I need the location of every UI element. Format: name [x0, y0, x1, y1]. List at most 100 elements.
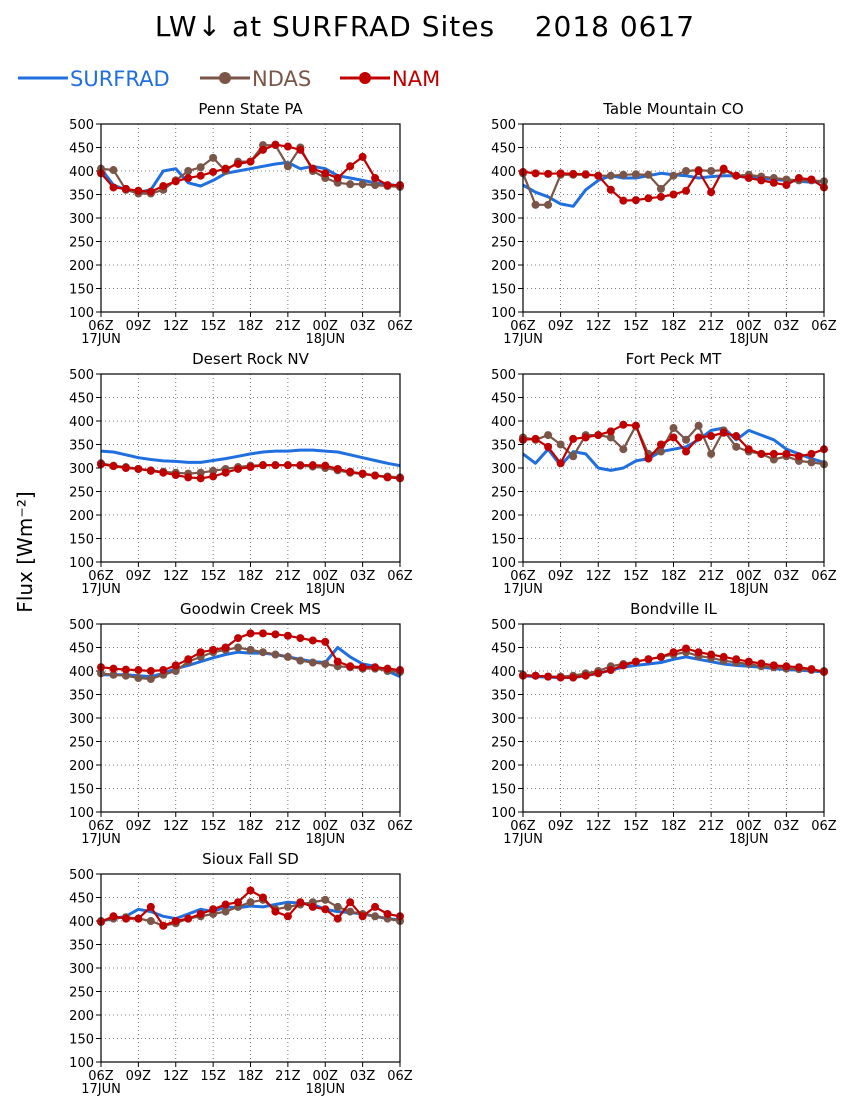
- data-point-nam: [581, 671, 590, 680]
- x-tick-label: 21Z: [698, 569, 724, 584]
- y-tick-label: 350: [491, 189, 516, 204]
- data-point-nam: [732, 655, 741, 664]
- y-tick-label: 450: [491, 392, 516, 407]
- x-tick-label: 12Z: [163, 319, 189, 334]
- data-point-nam: [794, 663, 803, 672]
- data-point-nam: [196, 648, 205, 657]
- y-tick-label: 350: [69, 439, 94, 454]
- y-tick-label: 100: [69, 306, 94, 321]
- data-point-nam: [171, 661, 180, 670]
- x-date-label: 17JUN: [81, 582, 121, 597]
- x-date-label: 18JUN: [729, 832, 769, 847]
- data-point-nam: [807, 449, 816, 458]
- y-tick-label: 450: [491, 642, 516, 657]
- legend-label-ndas: NDAS: [252, 67, 312, 91]
- x-tick-label: 12Z: [586, 319, 612, 334]
- data-point-nam: [221, 900, 230, 909]
- y-tick-label: 400: [69, 665, 94, 680]
- data-point-nam: [544, 672, 553, 681]
- data-point-nam: [271, 907, 280, 916]
- y-tick-label: 500: [491, 118, 516, 133]
- data-point-nam: [258, 893, 267, 902]
- data-point-nam: [594, 669, 603, 678]
- data-point-nam: [358, 469, 367, 478]
- chart-panel-fort-peck-mt: Fort Peck MT 100 150 200 250 300 350 400 450 500 0…: [491, 350, 837, 597]
- data-point-ndas: [669, 424, 678, 433]
- data-point-nam: [619, 420, 628, 429]
- data-point-nam: [246, 886, 255, 895]
- y-tick-label: 100: [491, 806, 516, 821]
- series-line-surfrad: [99, 161, 401, 194]
- x-tick-label: 03Z: [774, 819, 800, 834]
- series-nam: [519, 164, 828, 205]
- data-point-nam: [271, 461, 280, 470]
- data-point-nam: [346, 467, 355, 476]
- data-point-nam: [333, 657, 342, 666]
- data-point-nam: [109, 183, 118, 192]
- legend-item-nam: NAM: [340, 64, 470, 96]
- series-surfrad: [99, 161, 401, 194]
- data-point-nam: [246, 157, 255, 166]
- y-tick-label: 350: [69, 689, 94, 704]
- x-tick-label: 00Z: [313, 819, 339, 834]
- x-tick-label: 00Z: [736, 319, 762, 334]
- x-tick-label: 09Z: [548, 819, 574, 834]
- data-point-nam: [656, 440, 665, 449]
- y-tick-label: 500: [69, 118, 94, 133]
- series-line-surfrad: [100, 448, 401, 468]
- x-date-label: 18JUN: [305, 582, 345, 597]
- x-tick-label: 06Z: [387, 1069, 413, 1084]
- data-point-nam: [644, 194, 653, 203]
- data-point-nam: [271, 630, 280, 639]
- data-point-ndas: [346, 907, 355, 916]
- data-point-ndas: [109, 670, 118, 679]
- x-tick-label: 06Z: [510, 819, 536, 834]
- data-point-nam: [569, 673, 578, 682]
- series-nam: [97, 140, 404, 196]
- y-tick-label: 500: [69, 368, 94, 383]
- x-tick-label: 06Z: [510, 569, 536, 584]
- data-point-nam: [358, 152, 367, 161]
- x-tick-label: 06Z: [387, 319, 413, 334]
- chart-panel-table-mountain-co: Table Mountain CO 100 150 200 250 300 350 400 45…: [491, 100, 837, 347]
- y-tick-label: 150: [491, 283, 516, 298]
- data-point-ndas: [606, 171, 615, 180]
- data-point-ndas: [531, 200, 540, 209]
- data-point-nam: [682, 186, 691, 195]
- data-point-ndas: [196, 163, 205, 172]
- data-point-ndas: [782, 175, 791, 184]
- data-point-ndas: [184, 167, 193, 175]
- x-tick-label: 15Z: [623, 319, 649, 334]
- data-point-ndas: [321, 895, 330, 904]
- data-point-nam: [146, 187, 155, 196]
- data-point-ndas: [221, 907, 230, 916]
- y-tick-label: 200: [69, 259, 94, 274]
- x-tick-label: 06Z: [88, 319, 114, 334]
- y-tick-label: 200: [491, 509, 516, 524]
- data-point-nam: [121, 914, 130, 923]
- legend-line-marker-icon: [200, 72, 250, 84]
- data-point-nam: [769, 661, 778, 670]
- x-date-label: 18JUN: [305, 832, 345, 847]
- x-date-label: 18JUN: [305, 332, 345, 347]
- data-point-ndas: [358, 180, 367, 189]
- chart-title: Bondville IL: [630, 600, 717, 618]
- y-tick-label: 100: [69, 556, 94, 571]
- chart-title: Table Mountain CO: [602, 100, 744, 118]
- chart-panel-penn-state-pa: Penn State PA 100 150 200 250 300 350 400 450 500…: [69, 100, 413, 347]
- data-point-nam: [296, 145, 305, 154]
- data-point-nam: [744, 657, 753, 666]
- data-point-nam: [184, 655, 193, 664]
- data-point-nam: [719, 164, 728, 173]
- series-ndas: [519, 421, 828, 469]
- data-point-nam: [383, 664, 392, 673]
- data-point-nam: [283, 461, 292, 470]
- data-point-nam: [184, 914, 193, 923]
- y-tick-label: 250: [69, 236, 94, 251]
- y-tick-label: 350: [69, 189, 94, 204]
- y-tick-label: 100: [491, 556, 516, 571]
- x-tick-label: 09Z: [126, 819, 152, 834]
- data-point-ndas: [296, 656, 305, 665]
- data-point-nam: [171, 917, 180, 925]
- x-tick-label: 06Z: [811, 819, 837, 834]
